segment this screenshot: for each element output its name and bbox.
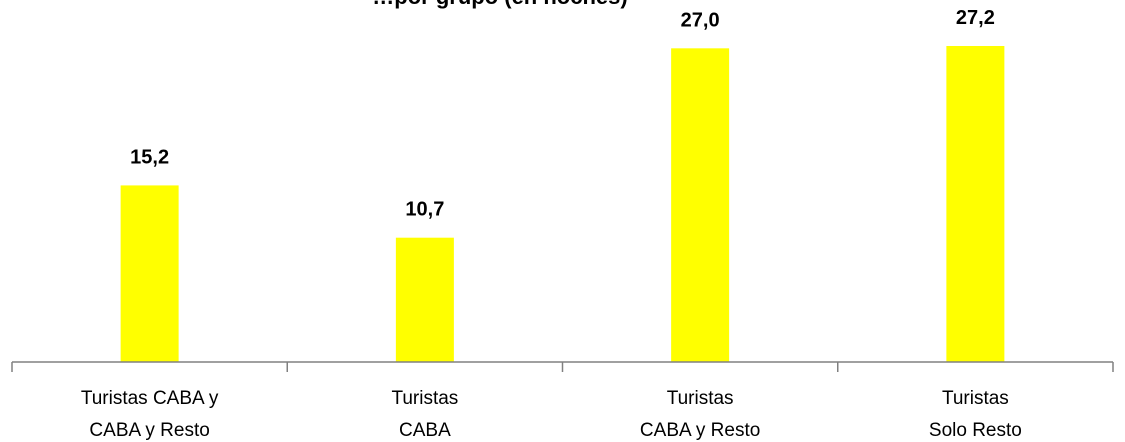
data-labels-group: 15,2 10,7 27,0 27,2 [130, 7, 995, 221]
x-tick-label: Turistas CABA y [81, 388, 219, 409]
data-label: 15,2 [130, 146, 169, 168]
x-tick-label: Solo Resto [929, 420, 1022, 441]
x-tick-label: Turistas [391, 388, 458, 409]
data-label: 27,2 [956, 7, 995, 29]
x-tick-label: Turistas [942, 388, 1009, 409]
data-label: 10,7 [405, 199, 444, 221]
x-tick-label: CABA y Resto [89, 420, 209, 441]
x-tick-label: Turistas [667, 388, 734, 409]
data-label: 27,0 [681, 9, 720, 31]
x-tick-label: CABA [399, 420, 451, 441]
chart-title: …por grupo (en noches) [372, 0, 627, 9]
x-ticks-group [11, 362, 1114, 372]
bar [671, 48, 730, 363]
x-tick-label: CABA y Resto [640, 420, 760, 441]
x-tick-labels-group: Turistas CABA y CABA y Resto Turistas CABA T… [81, 388, 1022, 441]
bar [395, 237, 454, 362]
bars-group [120, 46, 1005, 363]
bar [120, 185, 179, 362]
bar [946, 46, 1005, 362]
